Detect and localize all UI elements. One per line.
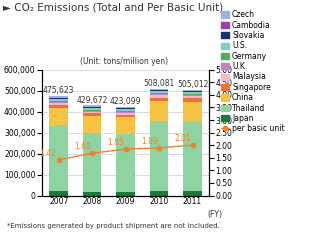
Bar <box>50 102 68 103</box>
Bar <box>83 192 102 196</box>
Bar <box>150 95 168 97</box>
Text: 423,099: 423,099 <box>110 97 141 106</box>
Bar <box>183 102 202 122</box>
Bar <box>183 94 202 95</box>
Bar <box>183 90 202 91</box>
Bar <box>50 101 68 102</box>
Bar <box>83 108 102 110</box>
Bar <box>83 114 102 116</box>
Bar <box>83 112 102 114</box>
Bar <box>117 109 135 111</box>
Bar <box>50 98 68 99</box>
Bar <box>50 97 68 98</box>
Bar <box>117 192 135 196</box>
Text: ► CO₂ Emissions (Total and Per Basic Unit): ► CO₂ Emissions (Total and Per Basic Uni… <box>3 2 223 12</box>
Bar <box>150 89 168 90</box>
Text: 2.01: 2.01 <box>175 134 191 143</box>
Text: 505,012: 505,012 <box>177 80 208 89</box>
Bar <box>150 121 168 191</box>
Y-axis label: (Unit: tons): (Unit: tons) <box>0 111 1 154</box>
Bar <box>50 103 68 105</box>
Bar <box>50 108 68 125</box>
Bar <box>117 108 135 109</box>
Bar <box>183 98 202 102</box>
Text: 508,081: 508,081 <box>143 79 175 88</box>
Bar <box>150 91 168 93</box>
Bar <box>183 95 202 96</box>
Bar <box>50 105 68 108</box>
Text: 1.68: 1.68 <box>74 142 91 151</box>
Legend: Czech, Cambodia, Slovakia, U.S., Germany, U.K., Malaysia, Singapore, China, Thai: Czech, Cambodia, Slovakia, U.S., Germany… <box>220 9 286 135</box>
Bar <box>50 99 68 101</box>
Bar <box>150 93 168 94</box>
Bar <box>50 192 68 196</box>
Bar <box>117 115 135 118</box>
Text: 1.89: 1.89 <box>141 137 158 146</box>
Bar <box>83 116 102 133</box>
Text: *Emissions generated by product shipment are not included.: *Emissions generated by product shipment… <box>7 223 219 229</box>
Bar <box>150 191 168 196</box>
Bar <box>183 91 202 92</box>
Bar <box>117 118 135 134</box>
Bar <box>83 107 102 108</box>
Bar <box>117 111 135 112</box>
Bar <box>183 92 202 94</box>
Text: (FY): (FY) <box>208 210 223 219</box>
Text: 429,672: 429,672 <box>76 96 108 105</box>
Bar <box>150 97 168 101</box>
Bar <box>117 112 135 113</box>
Bar <box>117 107 135 108</box>
Bar <box>183 122 202 192</box>
Text: (Unit: tons/million yen): (Unit: tons/million yen) <box>80 57 168 66</box>
Bar <box>83 133 102 192</box>
Bar <box>117 113 135 115</box>
Bar <box>150 90 168 91</box>
Bar <box>150 94 168 95</box>
Bar <box>83 105 102 107</box>
Text: 475,623: 475,623 <box>43 86 74 95</box>
Text: 1.42: 1.42 <box>39 149 56 158</box>
Bar <box>83 111 102 112</box>
Bar <box>83 110 102 111</box>
Bar <box>150 101 168 121</box>
Bar <box>183 192 202 196</box>
Bar <box>50 125 68 192</box>
Bar <box>183 96 202 98</box>
Bar <box>117 134 135 192</box>
Bar <box>50 96 68 97</box>
Text: 1.85: 1.85 <box>108 138 124 147</box>
